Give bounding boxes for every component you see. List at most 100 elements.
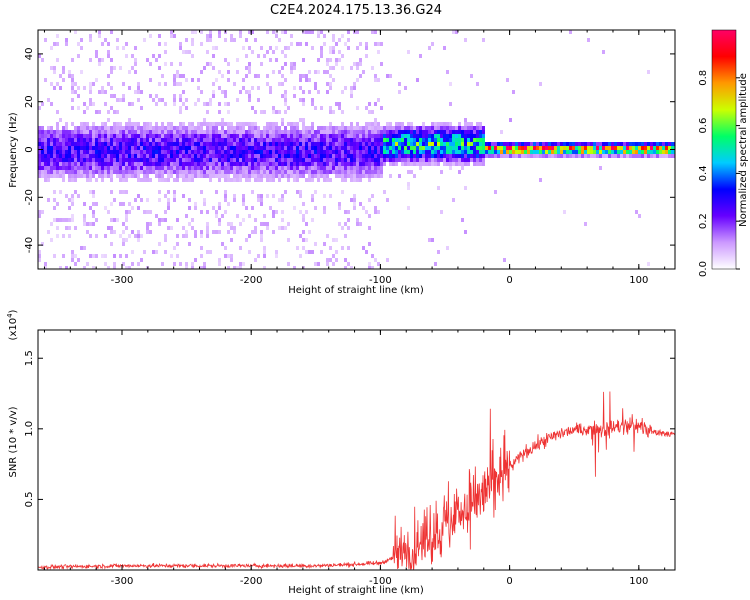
- spectrogram-cell: [380, 138, 383, 142]
- y-tick-label: 0.5: [24, 491, 35, 507]
- spectrogram-cell: [176, 146, 179, 150]
- spectrogram-cell: [179, 130, 182, 134]
- spectrogram-cell: [278, 70, 281, 74]
- spectrogram-cell: [158, 138, 161, 142]
- spectrogram-cell: [167, 142, 170, 146]
- spectrogram-cell: [113, 138, 116, 142]
- spectrogram-cell: [74, 170, 77, 174]
- spectrogram-cell: [272, 154, 275, 158]
- spectrogram-cell: [119, 162, 122, 166]
- spectrogram-cell: [452, 158, 455, 162]
- spectrogram-cell: [101, 90, 104, 94]
- spectrogram-cell: [185, 38, 188, 42]
- spectrogram-cell: [317, 166, 320, 170]
- spectrogram-cell: [125, 134, 128, 138]
- spectrogram-cell: [113, 66, 116, 70]
- spectrogram-cell: [293, 146, 296, 150]
- spectrogram-cell: [257, 254, 260, 258]
- spectrogram-cell: [377, 162, 380, 166]
- spectrogram-cell: [371, 254, 374, 258]
- spectrogram-cell: [74, 90, 77, 94]
- spectrogram-cell: [176, 134, 179, 138]
- spectrogram-cell: [500, 146, 503, 150]
- spectrogram-cell: [404, 146, 407, 150]
- spectrogram-cell: [80, 146, 83, 150]
- spectrogram-cell: [146, 226, 149, 230]
- spectrogram-cell: [191, 162, 194, 166]
- spectrogram-cell: [623, 142, 626, 146]
- spectrogram-cell: [68, 142, 71, 146]
- spectrogram-cell: [305, 158, 308, 162]
- spectrogram-cell: [317, 262, 320, 266]
- spectrogram-cell: [149, 146, 152, 150]
- spectrogram-cell: [473, 146, 476, 150]
- spectrogram-cell: [278, 154, 281, 158]
- spectrogram-cell: [431, 154, 434, 158]
- spectrogram-cell: [419, 130, 422, 134]
- spectrogram-cell: [125, 126, 128, 130]
- spectrogram-cell: [209, 150, 212, 154]
- spectrogram-cell: [89, 166, 92, 170]
- spectrogram-cell: [53, 130, 56, 134]
- spectrogram-cell: [425, 154, 428, 158]
- spectrogram-cell: [176, 234, 179, 238]
- spectrogram-cell: [248, 174, 251, 178]
- spectrogram-cell: [272, 150, 275, 154]
- spectrogram-cell: [80, 38, 83, 42]
- spectrogram-cell: [137, 158, 140, 162]
- spectrogram-cell: [59, 150, 62, 154]
- spectrogram-cell: [377, 78, 380, 82]
- spectrogram-cell: [236, 150, 239, 154]
- spectrogram-cell: [86, 158, 89, 162]
- spectrogram-cell: [131, 174, 134, 178]
- spectrogram-cell: [365, 42, 368, 46]
- spectrogram-cell: [383, 158, 386, 162]
- spectrogram-cell: [53, 190, 56, 194]
- spectrogram-cell: [104, 206, 107, 210]
- spectrogram-cell: [167, 166, 170, 170]
- spectrogram-cell: [176, 166, 179, 170]
- spectrogram-cell: [263, 214, 266, 218]
- spectrogram-cell: [380, 106, 383, 110]
- spectrogram-cell: [521, 142, 524, 146]
- spectrogram-cell: [200, 210, 203, 214]
- spectrogram-cell: [128, 166, 131, 170]
- spectrogram-cell: [614, 154, 617, 158]
- spectrogram-cell: [299, 138, 302, 142]
- spectrogram-cell: [86, 138, 89, 142]
- spectrogram-cell: [110, 30, 113, 34]
- spectrogram-cell: [314, 154, 317, 158]
- spectrogram-cell: [626, 142, 629, 146]
- spectrogram-cell: [71, 166, 74, 170]
- spectrogram-cell: [386, 74, 389, 78]
- spectrogram-cell: [134, 134, 137, 138]
- spectrogram-cell: [131, 66, 134, 70]
- spectrogram-cell: [455, 126, 458, 130]
- spectrogram-cell: [401, 126, 404, 130]
- spectrogram-cell: [461, 130, 464, 134]
- spectrogram-cell: [596, 150, 599, 154]
- spectrogram-cell: [197, 166, 200, 170]
- spectrogram-cell: [341, 34, 344, 38]
- spectrogram-cell: [248, 90, 251, 94]
- spectrogram-cell: [173, 162, 176, 166]
- spectrogram-cell: [533, 146, 536, 150]
- spectrogram-cell: [236, 122, 239, 126]
- spectrogram-cell: [260, 142, 263, 146]
- spectrogram-cell: [50, 166, 53, 170]
- spectrogram-cell: [122, 238, 125, 242]
- spectrogram-cell: [398, 134, 401, 138]
- spectrogram-cell: [452, 30, 455, 34]
- spectrogram-cell: [92, 202, 95, 206]
- spectrogram-cell: [44, 166, 47, 170]
- spectrogram-cell: [296, 162, 299, 166]
- spectrogram-cell: [272, 50, 275, 54]
- spectrogram-cell: [62, 146, 65, 150]
- spectrogram-cell: [74, 146, 77, 150]
- spectrogram-cell: [260, 154, 263, 158]
- spectrogram-cell: [455, 142, 458, 146]
- spectrogram-cell: [242, 78, 245, 82]
- spectrogram-cell: [656, 154, 659, 158]
- spectrogram-cell: [368, 226, 371, 230]
- spectrogram-cell: [191, 166, 194, 170]
